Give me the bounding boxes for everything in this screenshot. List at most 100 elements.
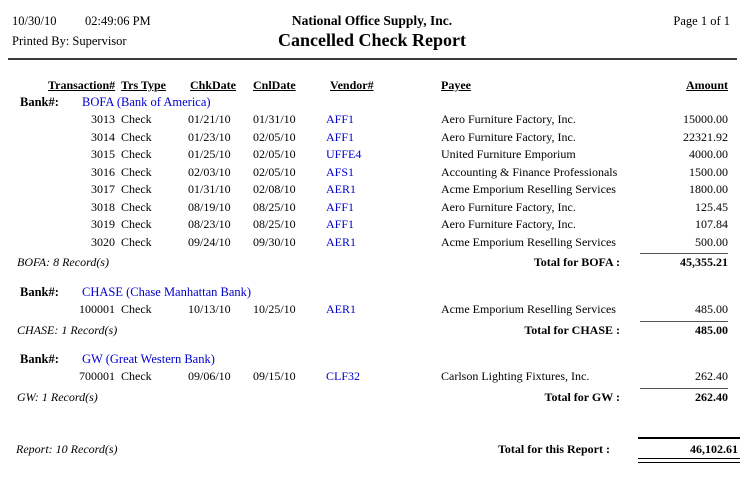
bank-total-label: Total for GW : [544,389,620,404]
vendor-number-link[interactable]: AFF1 [326,129,355,144]
bank-name-link[interactable]: CHASE (Chase Manhattan Bank) [82,285,252,299]
header-divider-line [8,58,737,60]
transaction-number-cell: 3020 [91,234,115,249]
bank-total-amount: 485.00 [695,322,728,337]
transaction-number-cell: 3017 [91,182,115,196]
trs-type-cell: Check [121,112,152,126]
check-detail-row: 3013 Check 01/21/10 01/31/10 AFF1 Aero Furnit… [0,112,744,130]
amount-cell: 500.00 [695,234,728,249]
bank-total-amount: 262.40 [695,389,728,404]
trs-type-cell: Check [121,164,152,179]
cancel-date-cell: 08/25/10 [253,217,296,231]
column-header-trs-type: Trs Type [121,78,167,92]
bank-subtotal-line [640,387,728,389]
column-header-cnl-date: CnlDate [253,78,296,92]
column-header-payee: Payee [441,78,471,92]
check-detail-row: 3017 Check 01/31/10 02/08/10 AER1 Acme Empori… [0,182,744,200]
check-date-cell: 09/24/10 [188,234,231,249]
trs-type-cell: Check [121,182,152,196]
grand-total-double-underline [638,462,740,463]
bank-record-count: GW: 1 Record(s) [17,389,98,404]
column-header-vendor: Vendor# [330,78,374,92]
cancel-date-cell: 01/31/10 [253,112,296,126]
vendor-number-link[interactable]: AER1 [326,302,356,316]
cancel-date-cell: 02/05/10 [253,147,296,161]
check-detail-row: 100001 Check 10/13/10 10/25/10 AER1 Acme Empo… [0,302,744,320]
amount-cell: 1800.00 [689,182,728,196]
transaction-number-cell: 3016 [91,164,115,179]
report-title: Cancelled Check Report [278,30,466,50]
transaction-number-cell: 3019 [91,217,115,231]
company-name: National Office Supply, Inc. [291,13,453,28]
amount-cell: 4000.00 [689,147,728,161]
trs-type-cell: Check [121,199,152,214]
amount-cell: 125.45 [695,199,728,214]
column-header-amount: Amount [685,78,728,92]
column-header-transaction: Transaction# [48,78,116,92]
trs-type-cell: Check [121,369,152,383]
transaction-number-cell: 3013 [91,112,115,126]
transaction-number-cell: 3014 [91,129,115,144]
check-detail-row: 3014 Check 01/23/10 02/05/10 AFF1 Aero Furnit… [0,130,744,148]
payee-cell: Aero Furniture Factory, Inc. [441,199,576,214]
amount-cell: 262.40 [695,369,728,383]
vendor-number-link[interactable]: CLF32 [326,369,361,383]
check-date-cell: 01/21/10 [188,112,231,126]
cancel-date-cell: 08/25/10 [253,199,296,214]
payee-cell: Aero Furniture Factory, Inc. [441,217,576,231]
check-date-cell: 08/19/10 [188,199,231,214]
vendor-number-link[interactable]: AFF1 [326,217,355,231]
transaction-number-cell: 100001 [79,302,115,316]
vendor-number-link[interactable]: AER1 [326,234,356,249]
bank-header-row: Bank#: GW (Great Western Bank) [0,352,744,368]
grand-total-top-line [638,437,740,439]
trs-type-cell: Check [121,217,152,231]
cancel-date-cell: 02/05/10 [253,129,296,144]
check-date-cell: 01/25/10 [188,147,231,161]
bank-total-row: GW: 1 Record(s) Total for GW : 262.40 [0,390,744,405]
amount-cell: 107.84 [695,217,728,231]
payee-cell: Carlson Lighting Fixtures, Inc. [441,369,590,383]
transaction-number-cell: 3015 [91,147,115,161]
report-record-count: Report: 10 Record(s) [16,442,118,456]
transaction-number-cell: 700001 [79,369,115,383]
bank-header-row: Bank#: CHASE (Chase Manhattan Bank) [0,285,744,301]
check-date-cell: 09/06/10 [188,369,231,383]
check-date-cell: 08/23/10 [188,217,231,231]
bank-name-link[interactable]: BOFA (Bank of America) [82,95,211,109]
cancel-date-cell: 10/25/10 [253,302,296,316]
payee-cell: Acme Emporium Reselling Services [441,234,616,249]
bank-total-row: BOFA: 8 Record(s) Total for BOFA : 45,355.… [0,255,744,270]
vendor-number-link[interactable]: AFF1 [326,112,355,126]
trs-type-cell: Check [121,302,152,316]
payee-cell: Aero Furniture Factory, Inc. [441,112,576,126]
cancel-date-cell: 02/05/10 [253,164,296,179]
check-detail-row: 3015 Check 01/25/10 02/05/10 UFFE4 United Fur… [0,147,744,165]
check-date-cell: 01/31/10 [188,182,231,196]
payee-cell: Acme Emporium Reselling Services [441,182,616,196]
check-detail-row: 3020 Check 09/24/10 09/30/10 AER1 Acme Empori… [0,235,744,253]
bank-name-link[interactable]: GW (Great Western Bank) [82,352,215,366]
grand-total-amount: 46,102.61 [690,442,738,456]
bank-record-count: CHASE: 1 Record(s) [17,322,118,337]
trs-type-cell: Check [121,129,152,144]
bank-total-label: Total for BOFA : [533,255,620,269]
check-detail-row: 700001 Check 09/06/10 09/15/10 CLF32 Carlson … [0,369,744,387]
check-date-cell: 02/03/10 [188,164,231,179]
amount-cell: 15000.00 [683,112,728,126]
vendor-number-link[interactable]: AFF1 [326,199,355,214]
transaction-number-cell: 3018 [91,199,115,214]
bank-subtotal-line [640,320,728,322]
cancel-date-cell: 09/15/10 [253,369,296,383]
payee-cell: Accounting & Finance Professionals [441,164,618,179]
bank-header-row: Bank#: BOFA (Bank of America) [0,95,744,111]
vendor-number-link[interactable]: AER1 [326,182,356,196]
check-detail-row: 3018 Check 08/19/10 08/25/10 AFF1 Aero Furnit… [0,200,744,218]
column-header-chk-date: ChkDate [190,78,237,92]
vendor-number-link[interactable]: AFS1 [326,164,355,179]
vendor-number-link[interactable]: UFFE4 [326,147,362,161]
trs-type-cell: Check [121,147,152,161]
check-detail-row: 3019 Check 08/23/10 08/25/10 AFF1 Aero Furnit… [0,217,744,235]
amount-cell: 1500.00 [689,164,728,179]
